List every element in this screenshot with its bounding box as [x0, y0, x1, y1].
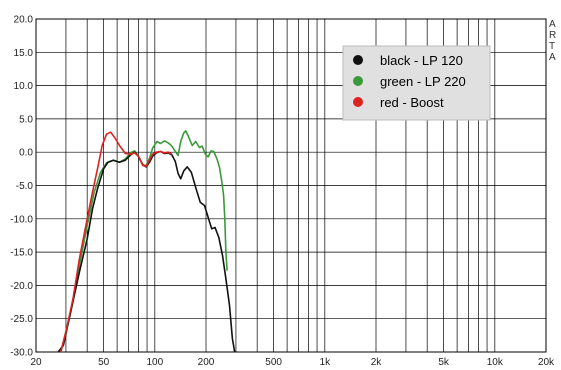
- y-tick-label: -25.0: [10, 314, 33, 325]
- y-tick-label: -15.0: [10, 248, 33, 259]
- x-tick-label: 1k: [320, 357, 332, 368]
- legend-label-red: red - Boost: [380, 95, 444, 110]
- legend-label-green: green - LP 220: [380, 74, 466, 89]
- y-tick-label: 0.0: [19, 148, 33, 159]
- legend-marker-green: [353, 76, 363, 86]
- x-tick-label: 500: [265, 357, 282, 368]
- watermark-letter: R: [549, 30, 556, 41]
- x-tick-label: 20k: [538, 357, 555, 368]
- y-tick-label: 5.0: [19, 114, 33, 125]
- watermark-letter: A: [549, 52, 556, 63]
- x-tick-label: 10k: [487, 357, 504, 368]
- legend-marker-red: [353, 97, 363, 107]
- x-tick-label: 50: [98, 357, 110, 368]
- watermark-letter: T: [549, 41, 555, 52]
- legend-box: [342, 45, 491, 121]
- x-tick-label: 5k: [438, 357, 450, 368]
- watermark: A R T A: [549, 19, 556, 63]
- watermark-letter: A: [549, 19, 556, 30]
- legend: black - LP 120 green - LP 220 red - Boos…: [342, 45, 491, 121]
- y-tick-label: -10.0: [10, 214, 33, 225]
- y-axis: 20.0 15.0 10.0 5.0 0.0 -5.0 -10.0 -15.0 -20.0 -25…: [10, 15, 33, 359]
- x-axis: 20 50 100 200 500 1k 2k 5k 10k 20k: [30, 357, 555, 368]
- plot-frame: [35, 18, 547, 353]
- y-tick-label: -20.0: [10, 281, 33, 292]
- y-tick-label: -5.0: [16, 181, 34, 192]
- x-tick-label: 100: [146, 357, 163, 368]
- y-tick-label: 10.0: [14, 81, 34, 92]
- series-line-red: [60, 131, 173, 353]
- x-tick-label: 2k: [371, 357, 383, 368]
- y-tick-label: 15.0: [14, 48, 34, 59]
- x-tick-label: 20: [30, 357, 42, 368]
- y-tick-label: -30.0: [10, 348, 33, 359]
- series-group: [57, 130, 236, 353]
- y-tick-label: 20.0: [14, 15, 34, 26]
- legend-marker-black: [353, 55, 363, 65]
- x-tick-label: 200: [198, 357, 215, 368]
- legend-label-black: black - LP 120: [380, 53, 463, 68]
